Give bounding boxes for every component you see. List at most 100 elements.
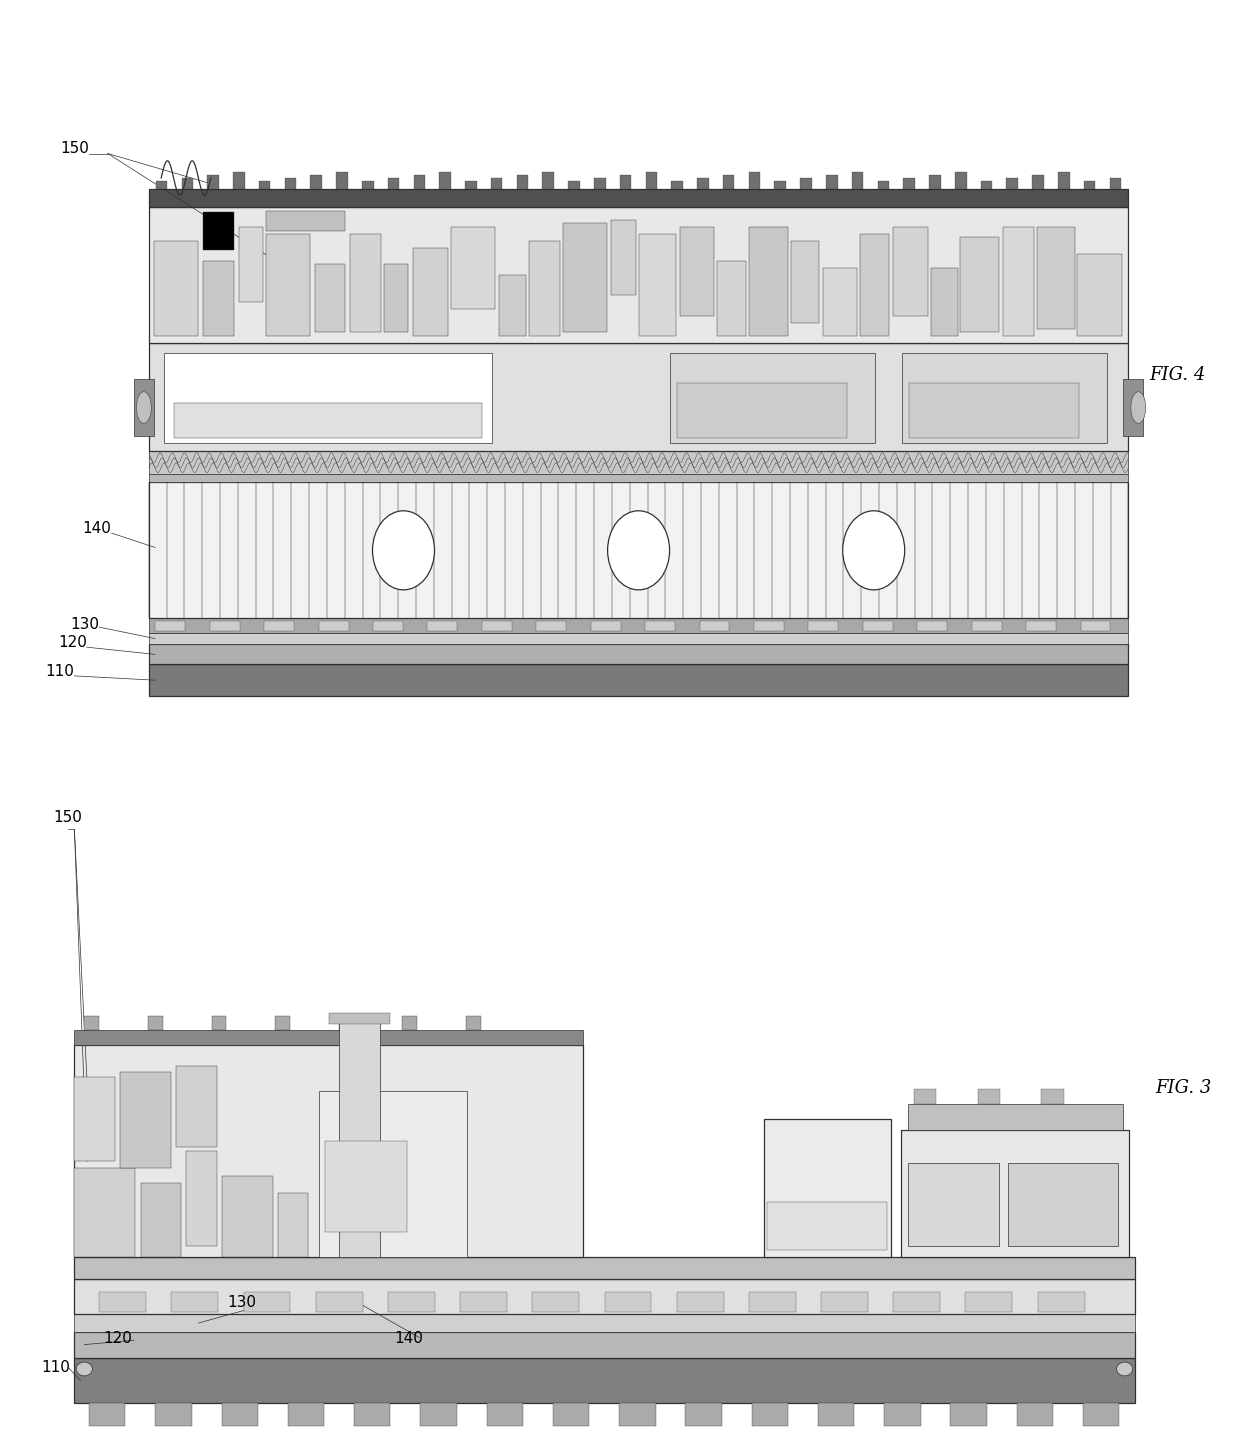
Bar bbox=[315, 264, 345, 331]
Text: 130: 130 bbox=[71, 617, 99, 631]
Bar bbox=[1084, 181, 1095, 189]
Ellipse shape bbox=[843, 511, 905, 590]
Bar bbox=[202, 212, 234, 250]
Bar bbox=[686, 1403, 722, 1426]
Bar bbox=[1032, 175, 1044, 189]
Bar bbox=[568, 181, 580, 189]
Text: 120: 120 bbox=[58, 636, 87, 650]
Bar bbox=[181, 178, 193, 189]
Bar bbox=[697, 178, 709, 189]
Bar bbox=[149, 633, 1128, 644]
Bar bbox=[553, 1403, 589, 1426]
Bar bbox=[222, 1177, 273, 1257]
Bar bbox=[310, 175, 322, 189]
Bar bbox=[439, 172, 451, 189]
Bar bbox=[350, 234, 381, 331]
Bar bbox=[823, 268, 857, 336]
Bar bbox=[619, 1403, 656, 1426]
Text: FIG. 4: FIG. 4 bbox=[1149, 366, 1205, 385]
Bar bbox=[414, 175, 425, 189]
Bar bbox=[212, 1016, 227, 1030]
Bar bbox=[388, 1292, 435, 1312]
Bar bbox=[620, 175, 631, 189]
Bar bbox=[164, 353, 492, 443]
Bar bbox=[74, 1332, 1135, 1358]
Bar bbox=[149, 482, 1128, 618]
Bar bbox=[465, 181, 476, 189]
Bar bbox=[176, 1066, 217, 1147]
Bar bbox=[259, 181, 270, 189]
Bar bbox=[677, 1292, 724, 1312]
Bar bbox=[901, 353, 1107, 443]
Bar bbox=[914, 1089, 936, 1104]
Bar bbox=[413, 247, 448, 336]
Bar bbox=[275, 1016, 290, 1030]
Bar bbox=[120, 1072, 171, 1168]
Bar bbox=[749, 1292, 796, 1312]
Bar bbox=[149, 474, 1128, 482]
Bar bbox=[751, 1403, 789, 1426]
Bar bbox=[529, 241, 560, 336]
Bar bbox=[74, 1358, 1135, 1403]
Bar bbox=[74, 1030, 583, 1045]
Bar bbox=[542, 172, 554, 189]
Bar bbox=[74, 1314, 1135, 1332]
Bar bbox=[148, 1016, 162, 1030]
Bar bbox=[154, 241, 197, 336]
Text: 110: 110 bbox=[41, 1360, 71, 1375]
Bar bbox=[764, 1119, 890, 1257]
Ellipse shape bbox=[136, 392, 151, 423]
Bar bbox=[645, 621, 675, 631]
Bar bbox=[140, 1182, 181, 1257]
Text: 150: 150 bbox=[53, 811, 83, 825]
Bar bbox=[202, 261, 234, 336]
Bar bbox=[749, 172, 760, 189]
Bar bbox=[639, 234, 676, 336]
Bar bbox=[149, 644, 1128, 664]
Bar bbox=[717, 261, 746, 336]
Bar bbox=[863, 621, 893, 631]
Bar bbox=[1110, 178, 1121, 189]
Bar bbox=[288, 1403, 324, 1426]
Bar bbox=[893, 227, 928, 316]
Text: 140: 140 bbox=[83, 521, 112, 537]
Bar bbox=[155, 621, 185, 631]
Bar bbox=[267, 211, 345, 231]
Bar bbox=[1025, 621, 1056, 631]
Bar bbox=[316, 1292, 362, 1312]
Bar bbox=[336, 172, 347, 189]
Bar bbox=[1083, 1403, 1120, 1426]
Bar bbox=[149, 207, 1128, 343]
Bar bbox=[155, 1403, 192, 1426]
Bar bbox=[929, 175, 941, 189]
Bar bbox=[243, 1292, 290, 1312]
Bar bbox=[768, 1201, 887, 1250]
Bar bbox=[428, 621, 458, 631]
Bar bbox=[532, 1292, 579, 1312]
Bar bbox=[466, 1016, 481, 1030]
Bar bbox=[149, 343, 1128, 451]
Bar bbox=[1078, 254, 1121, 336]
Bar bbox=[482, 621, 512, 631]
Bar bbox=[646, 172, 657, 189]
Bar bbox=[1003, 227, 1034, 336]
Bar bbox=[699, 621, 729, 631]
Bar bbox=[207, 175, 219, 189]
Bar bbox=[149, 664, 1128, 696]
Bar bbox=[149, 189, 1128, 207]
Bar bbox=[486, 1403, 523, 1426]
Bar bbox=[977, 1089, 999, 1104]
Bar bbox=[536, 621, 567, 631]
Bar bbox=[460, 1292, 507, 1312]
Bar bbox=[74, 1279, 1135, 1314]
Bar bbox=[680, 227, 714, 316]
Bar bbox=[285, 178, 296, 189]
Text: 130: 130 bbox=[227, 1296, 257, 1310]
Bar bbox=[156, 181, 167, 189]
Text: 150: 150 bbox=[61, 142, 89, 156]
Bar bbox=[908, 1162, 998, 1246]
Bar bbox=[319, 1092, 467, 1257]
Bar bbox=[84, 1016, 99, 1030]
Bar bbox=[590, 621, 621, 631]
Bar bbox=[1058, 172, 1070, 189]
